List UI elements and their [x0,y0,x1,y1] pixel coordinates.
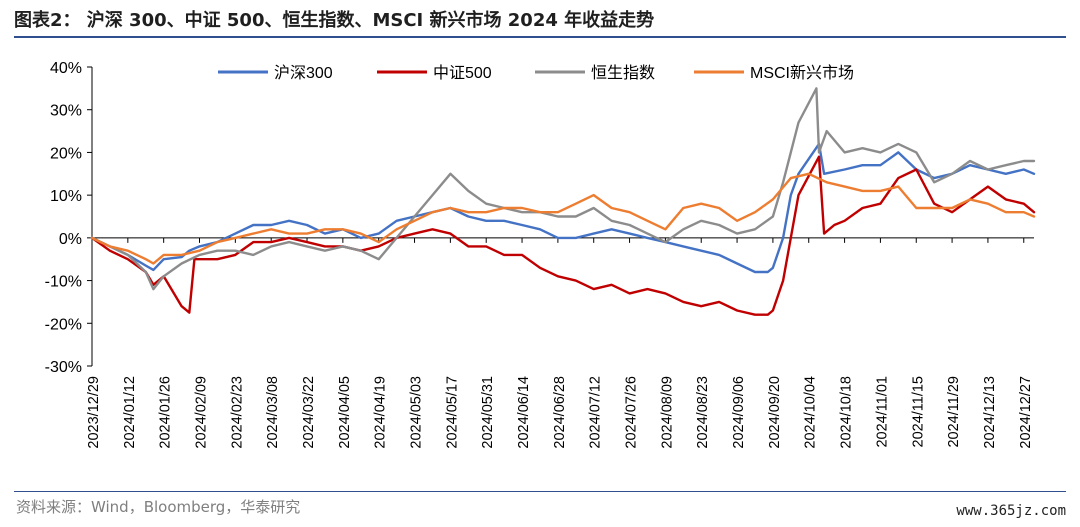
source-note: 资料来源：Wind，Bloomberg，华泰研究 [16,498,301,516]
watermark: www.365jz.com [956,503,1066,519]
x-tick-label: 2024/12/27 [1018,376,1034,449]
legend-label-hs300: 沪深300 [274,64,333,82]
x-tick-label: 2024/01/26 [158,376,174,449]
y-tick-label: -20% [45,316,82,333]
x-tick-label: 2024/11/15 [910,376,926,448]
series-line-hsi [90,87,1036,291]
y-tick-label: 40% [50,60,82,77]
x-tick-label: 2024/03/22 [301,376,317,449]
x-tick-label: 2024/08/23 [695,376,711,449]
x-tick-label: 2024/05/03 [409,376,425,449]
x-tick-label: 2024/07/26 [624,376,640,449]
x-tick-label: 2024/07/12 [588,376,604,449]
y-tick-label: 20% [50,145,82,162]
x-tick-label: 2024/02/23 [229,376,245,449]
chart-title: 图表2： 沪深 300、中证 500、恒生指数、MSCI 新兴市场 2024 年… [14,10,655,31]
x-tick-label: 2024/04/05 [337,376,353,449]
x-tick-label: 2024/05/17 [444,376,460,449]
y-tick-label: 0% [59,231,82,248]
x-tick-label: 2024/02/09 [194,376,210,449]
series-line-zz500 [90,155,1036,316]
line-chart: 40% 30% 20% 10% 0% -10% -20% -30%2023/12/29 2024… [45,60,1036,449]
x-tick-label: 2024/12/13 [982,376,998,449]
x-tick-label: 2024/03/08 [265,376,281,449]
x-tick-label: 2024/04/19 [373,376,389,449]
y-tick-label: 10% [50,188,82,205]
x-tick-label: 2024/10/18 [839,376,855,449]
x-tick-label: 2024/11/29 [946,376,962,448]
x-tick-label: 2024/06/14 [516,376,532,449]
title-rule [14,36,1066,38]
y-tick-label: 30% [50,103,82,120]
y-tick-label: -30% [45,359,82,376]
legend-label-msci: MSCI新兴市场 [750,64,854,82]
x-tick-label: 2024/09/20 [767,376,783,449]
y-tick-label: -10% [45,274,82,291]
x-tick-label: 2024/01/12 [122,376,138,449]
footer-rule [14,491,1066,492]
x-tick-label: 2024/06/28 [552,376,568,449]
x-tick-label: 2024/09/06 [731,376,747,449]
legend-label-zz500: 中证500 [433,64,492,82]
x-tick-label: 2024/11/01 [874,376,890,448]
series-line-msci [90,172,1036,265]
legend-label-hsi: 恒生指数 [591,64,655,82]
series-line-hs300 [90,142,1036,274]
x-tick-label: 2023/12/29 [86,376,102,449]
x-tick-label: 2024/05/31 [480,376,496,449]
x-tick-label: 2024/08/09 [659,376,675,449]
x-tick-label: 2024/10/04 [803,376,819,449]
